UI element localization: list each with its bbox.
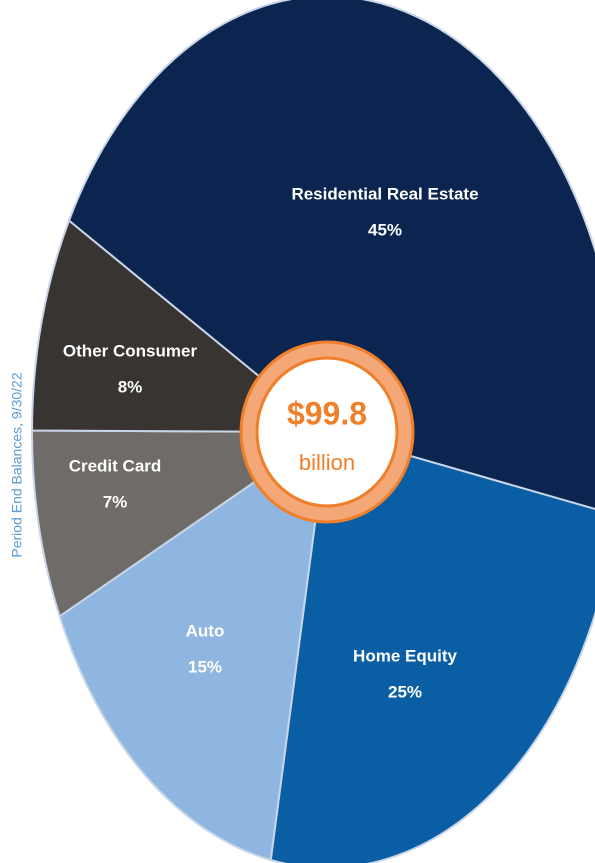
pie-slice — [30, 218, 330, 434]
slice-value: 45% — [368, 220, 402, 239]
slice-label: Other Consumer — [63, 341, 198, 360]
slice-label: Home Equity — [353, 646, 457, 665]
pie — [30, 0, 595, 863]
center-ring-edge — [239, 340, 415, 524]
slice-label: Credit Card — [69, 456, 162, 475]
slice-value: 7% — [103, 492, 128, 511]
center-value: $99.8 — [287, 395, 367, 431]
pie-slice — [58, 429, 329, 862]
pie-slice — [67, 0, 595, 511]
center-unit: billion — [299, 450, 355, 475]
side-annotation: Period End Balances, 9/30/22 — [9, 372, 25, 557]
slice-label: Residential Real Estate — [291, 184, 478, 203]
pie-slice — [269, 430, 595, 863]
slice-value: 15% — [188, 657, 222, 676]
slice-value: 8% — [118, 377, 143, 396]
center-disc — [255, 356, 399, 508]
slice-value: 25% — [388, 682, 422, 701]
slice-label: Auto — [186, 621, 225, 640]
